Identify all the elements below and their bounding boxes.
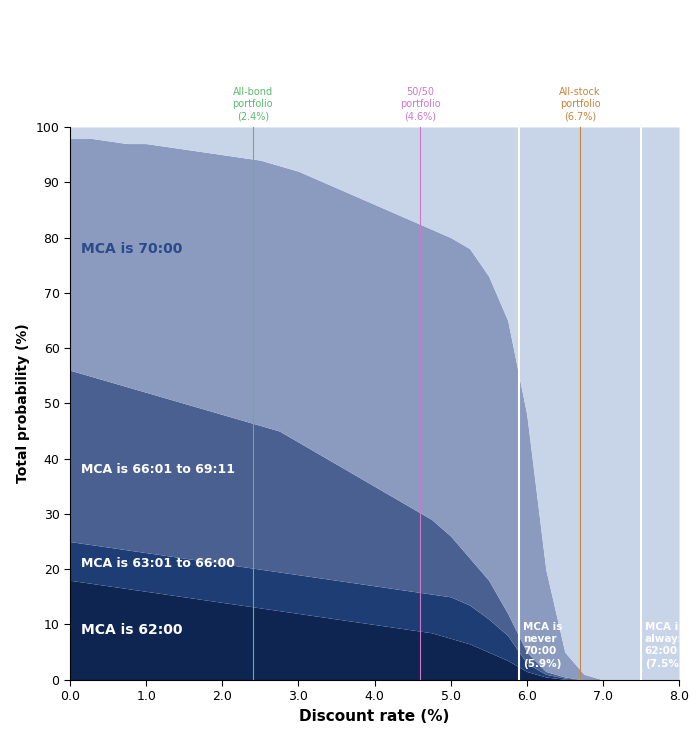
Text: MCA is 66:01 to 69:11: MCA is 66:01 to 69:11: [81, 463, 235, 477]
Text: MCA is 70:00: MCA is 70:00: [81, 241, 183, 255]
Y-axis label: Total probability (%): Total probability (%): [16, 323, 30, 483]
Text: MCA is 63:01 to 66:00: MCA is 63:01 to 66:00: [81, 557, 235, 570]
Text: All-stock
portfolio
(6.7%): All-stock portfolio (6.7%): [559, 87, 601, 122]
Text: MCA is
always
62:00
(7.5%): MCA is always 62:00 (7.5%): [645, 622, 685, 669]
Text: MCA is
never
70:00
(5.9%): MCA is never 70:00 (5.9%): [523, 622, 562, 669]
Text: All-bond
portfolio
(2.4%): All-bond portfolio (2.4%): [232, 87, 273, 122]
Text: 50/50
portfolio
(4.6%): 50/50 portfolio (4.6%): [400, 87, 440, 122]
X-axis label: Discount rate (%): Discount rate (%): [300, 709, 449, 724]
Text: MCA is 62:00: MCA is 62:00: [81, 623, 183, 637]
